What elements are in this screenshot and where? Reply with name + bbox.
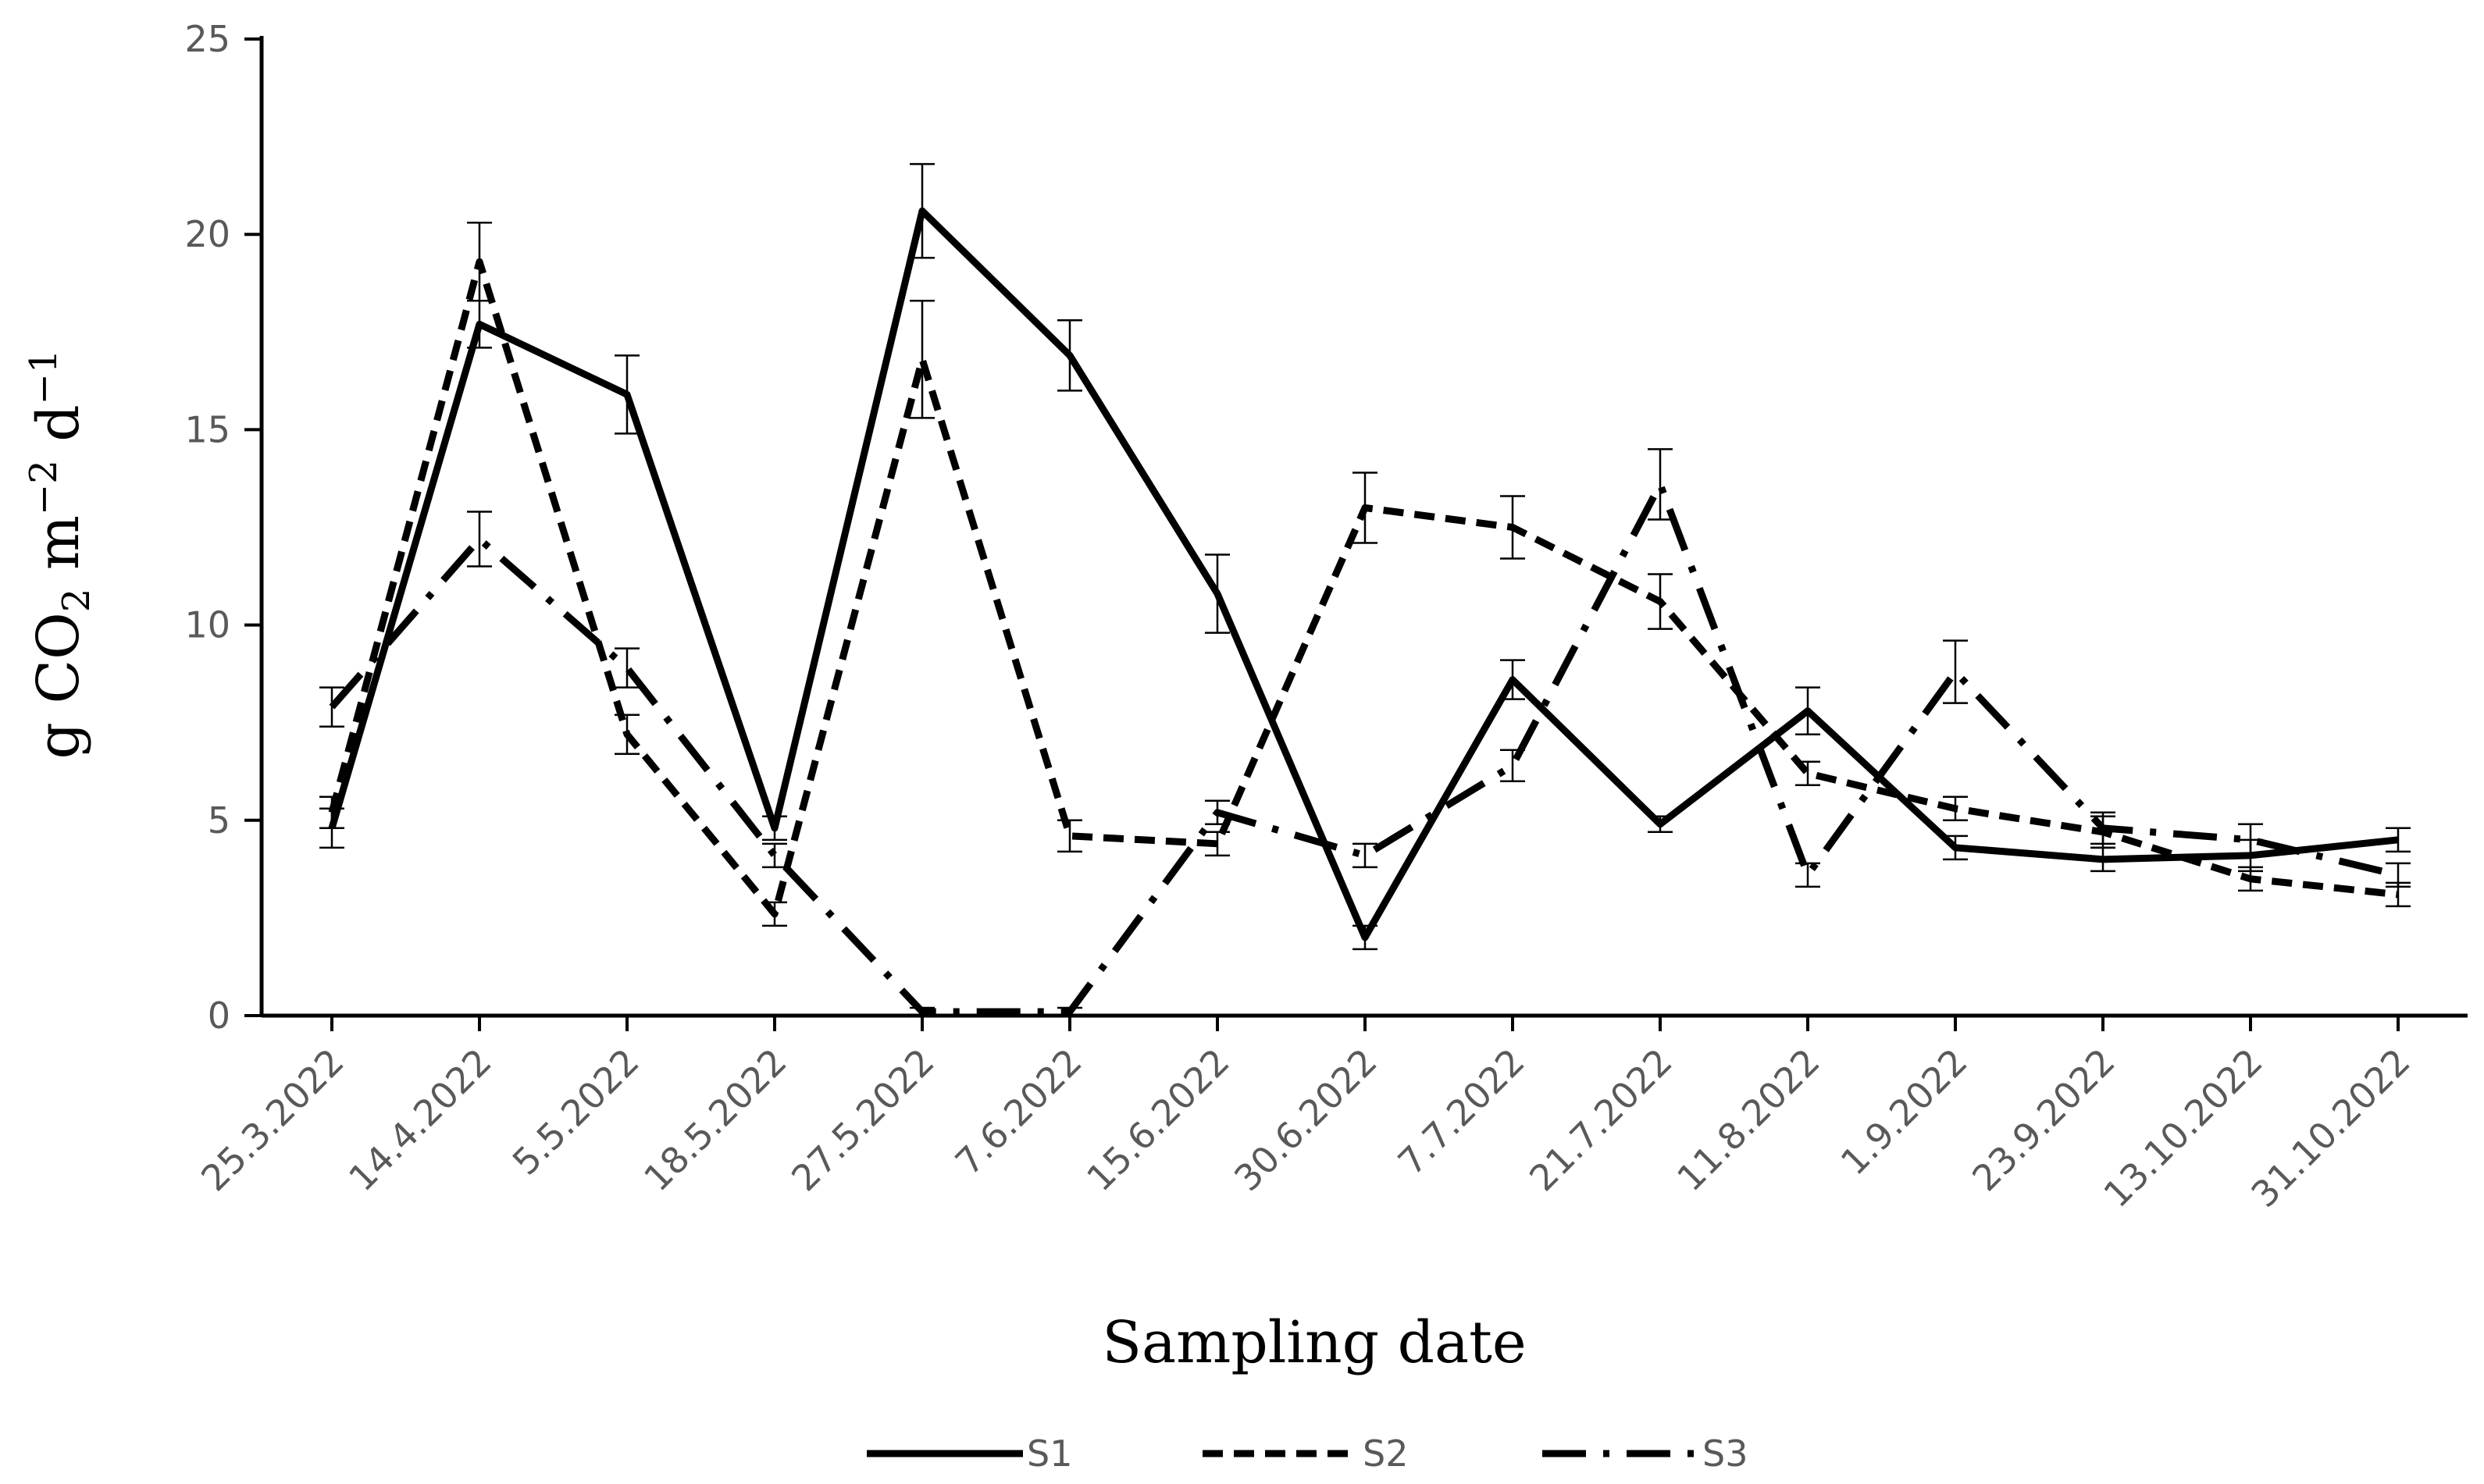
- y-axis-title-main: g CO: [25, 612, 92, 759]
- x-tick-label: 1.9.2022: [1833, 1041, 1976, 1183]
- x-tick-label: 30.6.2022: [1226, 1041, 1385, 1200]
- x-tick-label: 31.10.2022: [2243, 1041, 2418, 1215]
- y-tick-label: 5: [208, 799, 230, 842]
- y-axis-ticks: 0 5 10 15 20 25: [184, 18, 262, 1037]
- x-tick-label: 18.5.2022: [636, 1041, 795, 1200]
- series-line-s2: [328, 258, 2399, 918]
- y-tick-label: 10: [184, 604, 230, 646]
- series-line-s3: [329, 480, 2400, 1016]
- y-axis-title-m: m: [25, 515, 92, 589]
- y-tick-label: 0: [208, 995, 230, 1037]
- legend-label-s1: S1: [1027, 1432, 1072, 1475]
- x-tick-label: 27.5.2022: [783, 1041, 943, 1200]
- series-line-s1: [328, 207, 2399, 941]
- x-tick-label: 7.6.2022: [947, 1041, 1090, 1183]
- y-axis-title-m-exp: −2: [22, 460, 66, 515]
- y-axis-title-d-exp: −1: [22, 350, 66, 405]
- x-tick-label: 14.4.2022: [340, 1041, 500, 1200]
- y-axis-title: g CO2 m−2 d−1: [22, 350, 98, 760]
- series-lines: [328, 207, 2400, 1016]
- y-tick-label: 20: [184, 213, 230, 255]
- x-tick-label: 11.8.2022: [1669, 1041, 1828, 1200]
- error-bars: [319, 162, 2411, 1017]
- x-axis-title: Sampling date: [1102, 1309, 1526, 1376]
- x-tick-label: 5.5.2022: [504, 1041, 647, 1183]
- y-axis-title-d: d: [25, 404, 92, 460]
- x-tick-label: 25.3.2022: [193, 1041, 352, 1200]
- x-tick-label: 15.6.2022: [1078, 1041, 1238, 1200]
- x-tick-label: 13.10.2022: [2095, 1041, 2270, 1215]
- y-axis-title-sub: 2: [55, 589, 98, 613]
- y-tick-label: 25: [184, 18, 230, 60]
- legend-label-s3: S3: [1702, 1432, 1748, 1475]
- legend-label-s2: S2: [1363, 1432, 1408, 1475]
- y-tick-label: 15: [184, 408, 230, 450]
- svg-text:g CO2 m−2 d−1: g CO2 m−2 d−1: [22, 350, 98, 760]
- legend: S1 S2 S3: [867, 1432, 1748, 1475]
- x-tick-label: 23.9.2022: [1964, 1041, 2123, 1200]
- axes: [259, 36, 2468, 1018]
- x-tick-label: 7.7.2022: [1390, 1041, 1533, 1183]
- x-tick-label: 21.7.2022: [1521, 1041, 1680, 1200]
